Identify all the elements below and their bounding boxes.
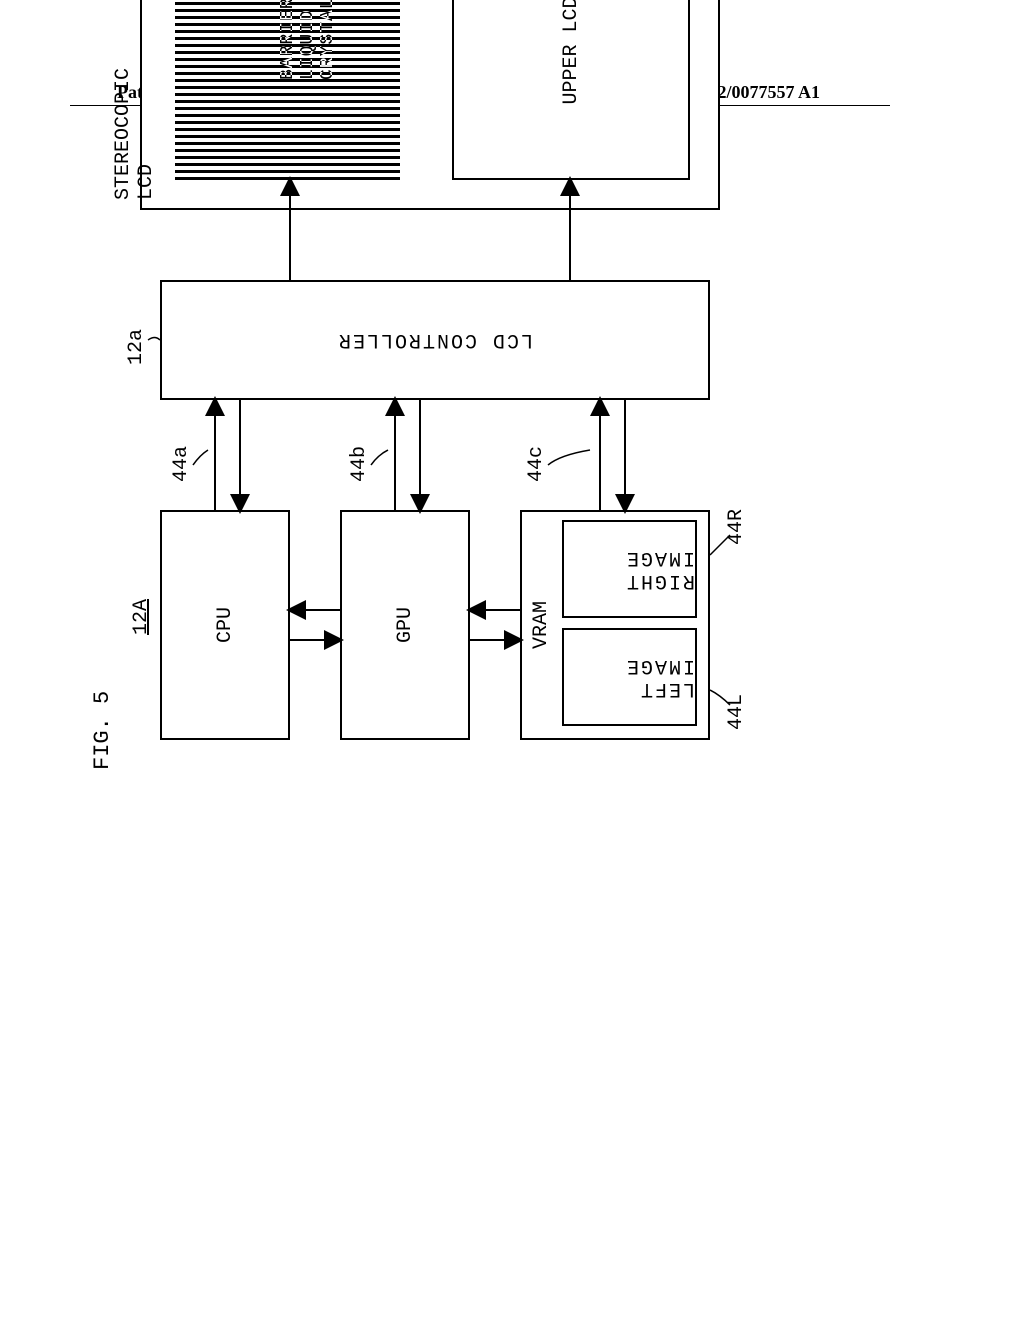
arrows-svg: [100, 0, 740, 770]
diagram-canvas: FIG. 5 CPU GPU VRAM LEFT IMAGE RIGHT IMA…: [100, 130, 1024, 770]
